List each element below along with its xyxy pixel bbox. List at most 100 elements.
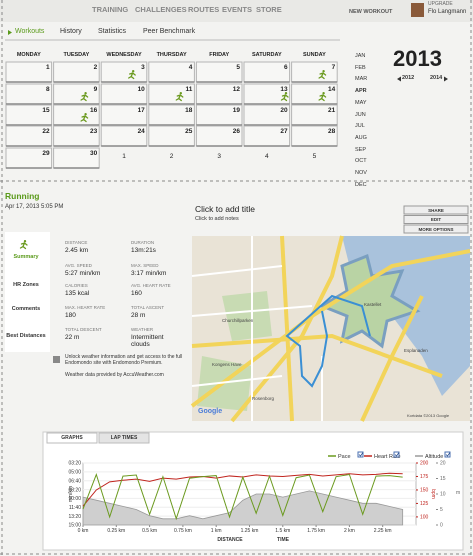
- month[interactable]: JUL: [355, 123, 365, 130]
- calendar-date[interactable]: 26: [232, 128, 240, 135]
- legend-label: Altitude: [425, 454, 443, 460]
- month[interactable]: SEP: [355, 146, 367, 153]
- button[interactable]: [403, 224, 469, 234]
- chart-tab-label[interactable]: GRAPHS: [61, 435, 83, 441]
- icon-head: [84, 113, 87, 116]
- month[interactable]: AUG: [355, 134, 367, 141]
- workout-icon[interactable]: [80, 113, 89, 123]
- weekday: TUESDAY: [63, 52, 90, 58]
- calendar-date[interactable]: 4: [188, 64, 193, 71]
- sub-tab[interactable]: History: [60, 28, 82, 35]
- next-year[interactable]: 2014: [430, 75, 443, 81]
- calendar-date[interactable]: 22: [42, 128, 50, 135]
- workout-icon[interactable]: [280, 92, 289, 102]
- calendar-date[interactable]: 7: [331, 64, 336, 71]
- calendar-date[interactable]: 13: [280, 86, 288, 93]
- next-arrow[interactable]: [444, 76, 448, 82]
- calendar-date[interactable]: 17: [137, 107, 145, 114]
- icon-body: [80, 115, 89, 123]
- nav-item[interactable]: CHALLENGES: [135, 5, 187, 14]
- month[interactable]: JUN: [355, 111, 366, 118]
- upgrade[interactable]: UPGRADE: [428, 1, 453, 7]
- calendar-date[interactable]: 6: [283, 64, 288, 71]
- button-label[interactable]: SHARE: [428, 207, 444, 213]
- month[interactable]: FEB: [355, 64, 366, 71]
- prev-arrow[interactable]: [397, 76, 401, 82]
- legend-checkbox[interactable]: [444, 451, 451, 458]
- calendar-date[interactable]: 27: [280, 128, 288, 135]
- weekday: SATURDAY: [251, 52, 282, 58]
- stat-value: 2.45 km: [65, 247, 89, 254]
- calendar-date[interactable]: 20: [280, 107, 288, 114]
- calendar-date[interactable]: 11: [185, 86, 193, 93]
- calendar-date-other[interactable]: 2: [169, 153, 174, 160]
- calendar-date[interactable]: 1: [45, 64, 50, 71]
- nav-item[interactable]: EVENTS: [222, 5, 253, 14]
- legend-checkbox[interactable]: [393, 451, 400, 458]
- sub-tab[interactable]: Peer Benchmark: [143, 28, 196, 35]
- calendar-date-other[interactable]: 4: [264, 153, 269, 160]
- workout-icon[interactable]: [80, 92, 89, 102]
- map-street: [191, 375, 283, 387]
- calendar-date[interactable]: 30: [89, 150, 98, 157]
- legend-checkbox[interactable]: [357, 451, 364, 458]
- calendar-date[interactable]: 29: [42, 150, 50, 157]
- calendar-date[interactable]: 14: [327, 86, 336, 93]
- sub-tab[interactable]: Workouts: [15, 28, 45, 35]
- workout-icon[interactable]: [19, 240, 28, 250]
- side-menu-item[interactable]: HR Zones: [13, 282, 39, 288]
- prev-year[interactable]: 2012: [402, 75, 415, 81]
- nav-item[interactable]: STORE: [256, 5, 282, 14]
- calendar-date[interactable]: 8: [45, 86, 50, 93]
- chart-tab-label[interactable]: LAP TIMES: [110, 435, 138, 441]
- calendar-date[interactable]: 10: [137, 86, 145, 93]
- month[interactable]: MAR: [355, 76, 368, 83]
- calendar-date[interactable]: 16: [89, 107, 98, 114]
- stat-label: TOTAL DESCENT: [65, 327, 102, 332]
- month[interactable]: NOV: [355, 170, 367, 176]
- workout-icon[interactable]: [318, 92, 327, 102]
- side-menu-item[interactable]: Summary: [13, 254, 39, 260]
- calendar-date[interactable]: 5: [236, 64, 240, 71]
- month[interactable]: JAN: [355, 53, 366, 59]
- calendar-date[interactable]: 23: [89, 128, 98, 135]
- button-label[interactable]: EDIT: [430, 217, 442, 222]
- chart-tab[interactable]: [98, 432, 150, 444]
- calendar-date-other[interactable]: 3: [217, 153, 221, 160]
- nav-item[interactable]: ROUTES: [188, 5, 220, 14]
- month[interactable]: OCT: [355, 158, 367, 165]
- calendar-date[interactable]: 15: [42, 107, 50, 114]
- new-workout[interactable]: NEW WORKOUT: [349, 9, 393, 15]
- chart-tab[interactable]: [46, 432, 98, 444]
- calendar-date[interactable]: 12: [232, 86, 240, 93]
- calendar-date[interactable]: 2: [93, 64, 98, 71]
- button[interactable]: [403, 215, 469, 224]
- calendar-date[interactable]: 24: [137, 128, 145, 135]
- calendar-date[interactable]: 9: [93, 86, 98, 93]
- workout-title[interactable]: Click to add title: [195, 204, 255, 214]
- user-name[interactable]: Flo Langmann: [428, 9, 467, 15]
- calendar-date-other[interactable]: 5: [312, 153, 317, 160]
- calendar-date[interactable]: 25: [185, 128, 193, 135]
- month[interactable]: MAY: [355, 99, 367, 106]
- calendar-date-other[interactable]: 1: [122, 153, 126, 160]
- month[interactable]: DEC: [355, 181, 367, 188]
- avatar[interactable]: [411, 3, 424, 17]
- calendar-date[interactable]: 28: [327, 128, 336, 135]
- calendar-date[interactable]: 18: [185, 107, 193, 114]
- calendar-date[interactable]: 19: [232, 107, 240, 114]
- side-menu-item[interactable]: Best Distances: [6, 333, 46, 339]
- month[interactable]: APR: [355, 88, 367, 95]
- calendar-date[interactable]: 21: [327, 107, 336, 114]
- workout-icon[interactable]: [128, 70, 136, 80]
- button-label[interactable]: MORE OPTIONS: [418, 226, 454, 232]
- workout-notes[interactable]: Click to add notes: [195, 216, 239, 222]
- sub-tab[interactable]: Statistics: [98, 28, 127, 35]
- side-menu-item[interactable]: Comments: [11, 306, 41, 312]
- workout-icon[interactable]: [318, 70, 327, 80]
- map[interactable]: [190, 235, 471, 423]
- nav-item[interactable]: TRAINING: [92, 5, 129, 14]
- button[interactable]: [403, 205, 469, 215]
- workout-icon[interactable]: [175, 92, 184, 102]
- calendar-date[interactable]: 3: [141, 64, 145, 71]
